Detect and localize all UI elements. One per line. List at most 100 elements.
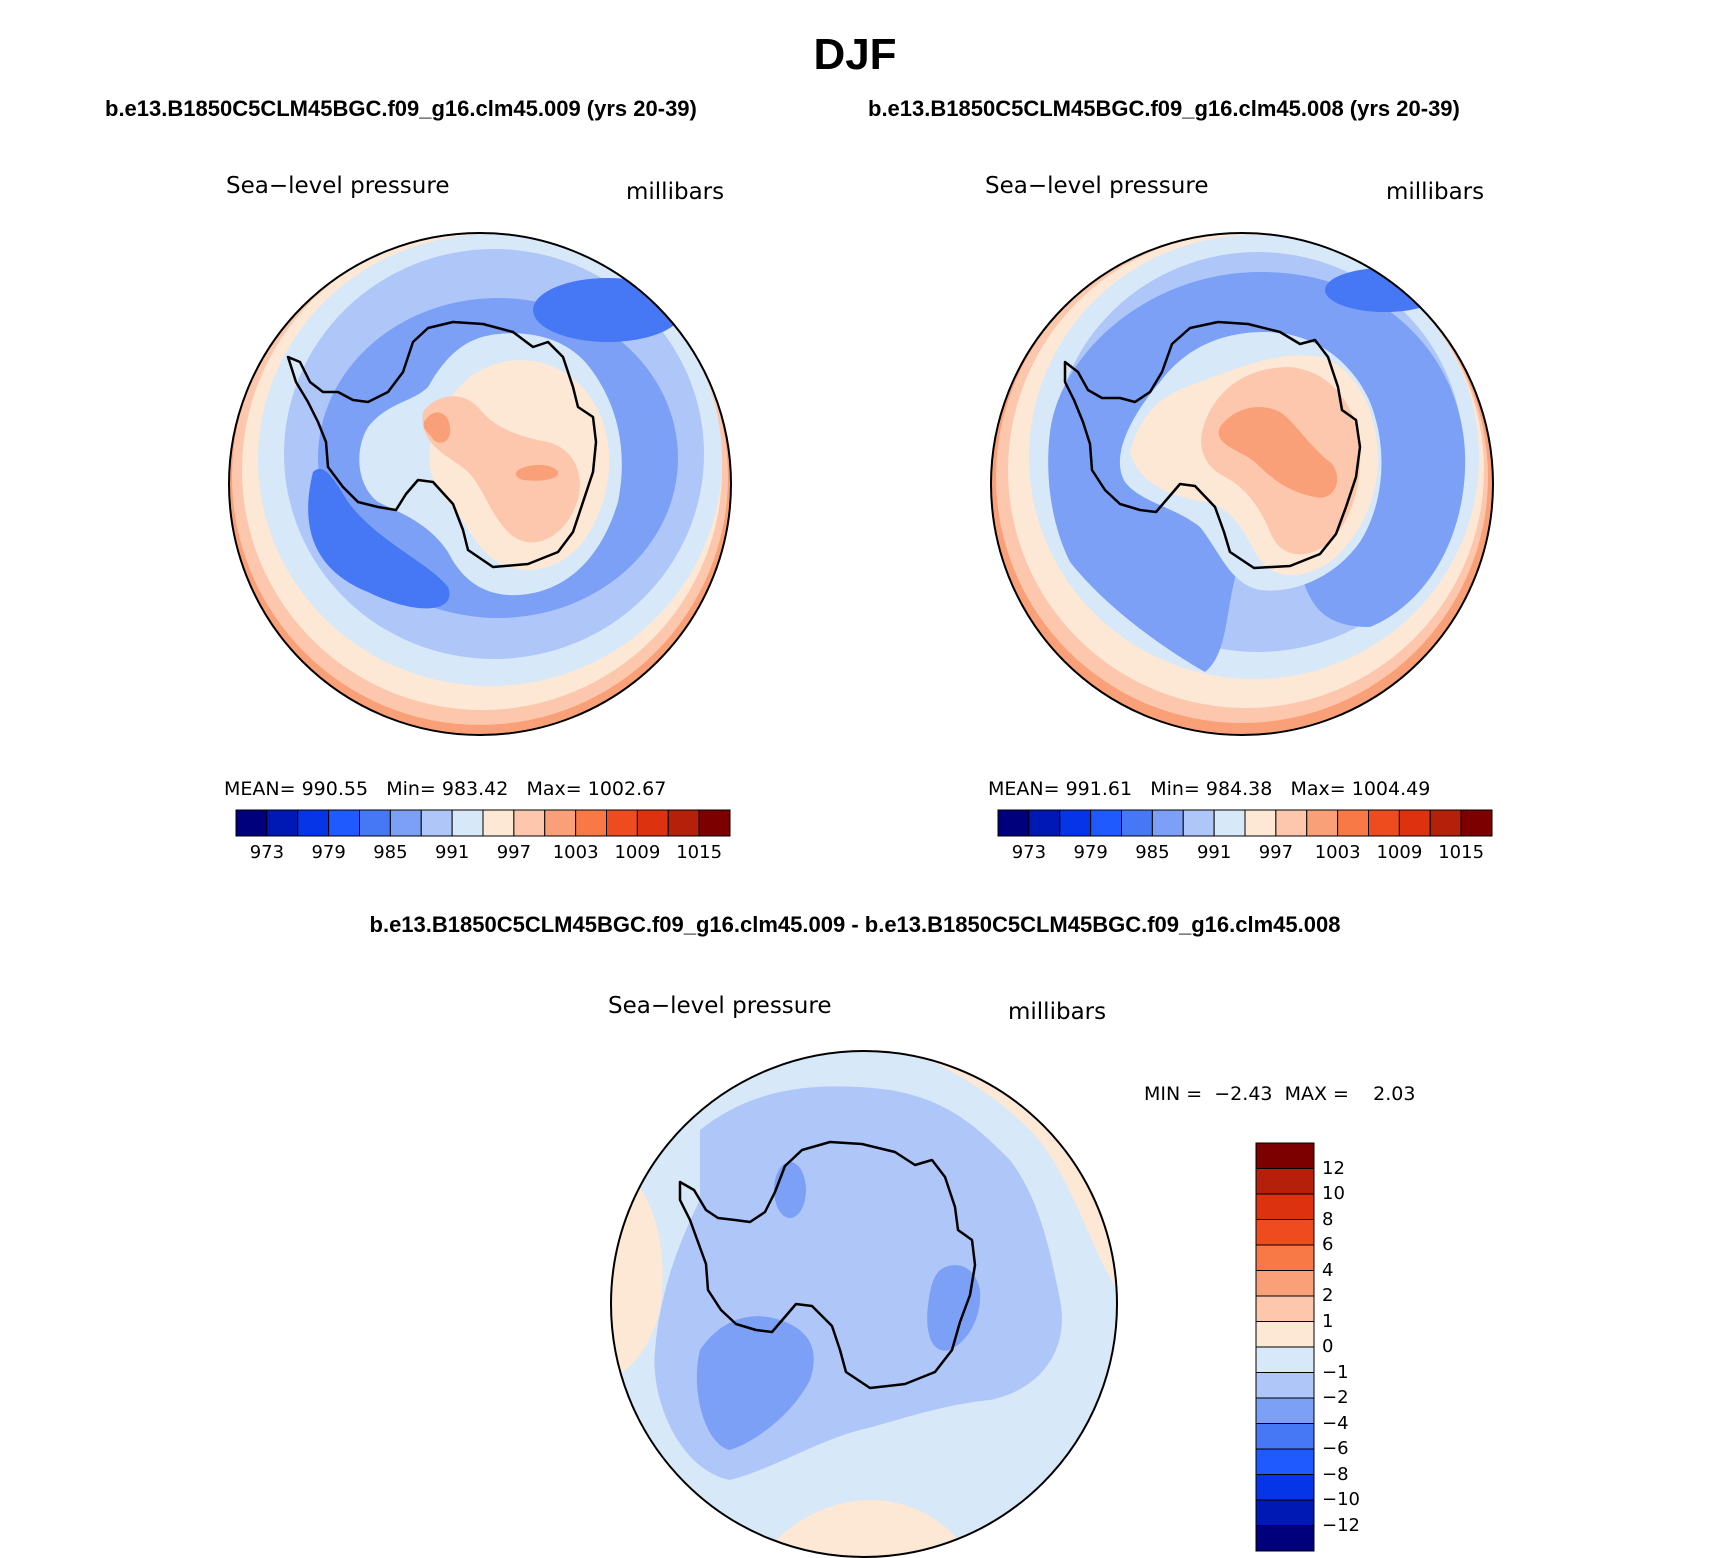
colorbar-swatch [1255, 1397, 1315, 1424]
antarctic-coastline [1063, 320, 1362, 570]
colorbar-swatch [1255, 1372, 1315, 1399]
diff-variable-label: Sea−level pressure [608, 993, 832, 1019]
colorbar-tick-label: 973 [1011, 842, 1047, 863]
colorbar-swatch [1460, 809, 1493, 837]
colorbar-tick-label: 10 [1322, 1183, 1345, 1204]
colorbar-tick-label: 4 [1322, 1259, 1334, 1281]
colorbar-swatch [1028, 809, 1061, 837]
colorbar-swatch [482, 809, 515, 837]
colorbar-swatch [1255, 1270, 1315, 1297]
colorbar-swatch [1121, 809, 1153, 837]
colorbar-swatch [1255, 1474, 1315, 1501]
colorbar-tick-label: 8 [1322, 1208, 1334, 1230]
colorbar-swatch [1255, 1525, 1315, 1552]
colorbar-swatch [1255, 1321, 1315, 1348]
diff-pos-south [760, 1500, 970, 1557]
left-variable-label: Sea−level pressure [226, 173, 450, 199]
left-max-value: 1002.67 [587, 778, 667, 800]
colorbar-tick-label: −8 [1322, 1463, 1349, 1485]
antarctic-coastline [286, 320, 598, 569]
figure-title: DJF [813, 30, 897, 79]
left-min-value: 983.42 [441, 778, 509, 800]
colorbar-tick-label: 991 [434, 842, 470, 863]
colorbar-swatch [1182, 809, 1215, 837]
left-stats-line: MEAN= 990.55 Min= 983.42 Max= 1002.67 [224, 778, 667, 800]
colorbar-swatch [1255, 1219, 1315, 1246]
colorbar-swatch [1255, 1346, 1315, 1373]
diff-colorbar [1255, 1142, 1315, 1552]
colorbar-swatch [636, 809, 669, 837]
colorbar-swatch [575, 809, 607, 837]
colorbar-tick-label: 985 [1135, 842, 1170, 863]
colorbar-swatch [667, 809, 700, 837]
colorbar-tick-label: 1015 [1438, 842, 1485, 863]
diff-units-label: millibars [1008, 999, 1107, 1025]
colorbar-tick-label: −6 [1322, 1438, 1349, 1459]
diff-band-m2 [696, 1316, 814, 1450]
colorbar-swatch [1255, 1168, 1315, 1195]
colorbar-tick-label: −4 [1322, 1412, 1349, 1434]
slp-low-west [308, 468, 450, 609]
colorbar-tick-label: 979 [1073, 842, 1108, 863]
colorbar-tick-label: 979 [311, 842, 346, 863]
colorbar-swatch [513, 809, 546, 837]
colorbar-swatch [1255, 1423, 1315, 1450]
left-polar-map [228, 232, 732, 736]
colorbar-swatch [1255, 1499, 1315, 1526]
colorbar-tick-label: 2 [1322, 1285, 1334, 1306]
colorbar-swatch [1255, 1193, 1315, 1220]
diff-max-value: 2.03 [1373, 1083, 1416, 1105]
colorbar-swatch [544, 809, 577, 837]
colorbar-swatch [451, 809, 484, 837]
colorbar-tick-label: 991 [1196, 842, 1232, 863]
colorbar-tick-label: 985 [373, 842, 408, 863]
colorbar-swatch [1090, 809, 1122, 837]
colorbar-swatch [389, 809, 422, 837]
colorbar-tick-label: −1 [1322, 1361, 1349, 1383]
right-polar-map [990, 232, 1494, 736]
right-case-title: b.e13.B1850C5CLM45BGC.f09_g16.clm45.008 … [868, 96, 1460, 121]
left-colorbar [235, 809, 731, 837]
colorbar-tick-label: −12 [1322, 1514, 1360, 1536]
colorbar-tick-label: 1003 [1314, 842, 1361, 863]
right-min-value: 984.38 [1205, 778, 1273, 800]
colorbar-tick-label: 1009 [614, 842, 661, 863]
map-border [228, 232, 732, 736]
colorbar-tick-label: 973 [249, 842, 285, 863]
colorbar-swatch [1337, 809, 1369, 837]
right-max-value: 1004.49 [1351, 778, 1431, 800]
right-units-label: millibars [1386, 179, 1485, 205]
right-mean-value: 991.61 [1065, 778, 1133, 800]
right-colorbar [997, 809, 1493, 837]
colorbar-swatch [1255, 1142, 1315, 1169]
antarctic-high-1003 [1218, 407, 1338, 498]
left-mean-value: 990.55 [301, 778, 369, 800]
colorbar-tick-label: 997 [1258, 842, 1294, 863]
colorbar-swatch [359, 809, 391, 837]
colorbar-swatch [297, 809, 330, 837]
colorbar-tick-label: 1015 [676, 842, 723, 863]
colorbar-swatch [1368, 809, 1400, 837]
antarctic-high-1003a [423, 412, 451, 443]
colorbar-swatch [606, 809, 638, 837]
map-border [990, 232, 1494, 736]
colorbar-tick-label: 12 [1322, 1157, 1345, 1179]
diff-low-north [774, 1162, 806, 1218]
left-case-title: b.e13.B1850C5CLM45BGC.f09_g16.clm45.009 … [105, 96, 697, 121]
diff-min-value: −2.43 [1214, 1083, 1273, 1105]
right-variable-label: Sea−level pressure [985, 173, 1209, 199]
colorbar-swatch [328, 809, 360, 837]
antarctic-coastline [678, 1140, 977, 1390]
colorbar-swatch [1255, 1448, 1315, 1475]
diff-polar-map [610, 1050, 1118, 1558]
colorbar-swatch [1255, 1244, 1315, 1271]
colorbar-swatch [266, 809, 299, 837]
colorbar-swatch [420, 809, 453, 837]
colorbar-tick-label: 6 [1322, 1234, 1334, 1255]
diff-minmax-line: MIN = −2.43 MAX = 2.03 [1144, 1083, 1416, 1105]
colorbar-swatch [1244, 809, 1277, 837]
colorbar-swatch [1213, 809, 1246, 837]
colorbar-swatch [1151, 809, 1184, 837]
colorbar-swatch [698, 809, 731, 837]
colorbar-swatch [1059, 809, 1092, 837]
